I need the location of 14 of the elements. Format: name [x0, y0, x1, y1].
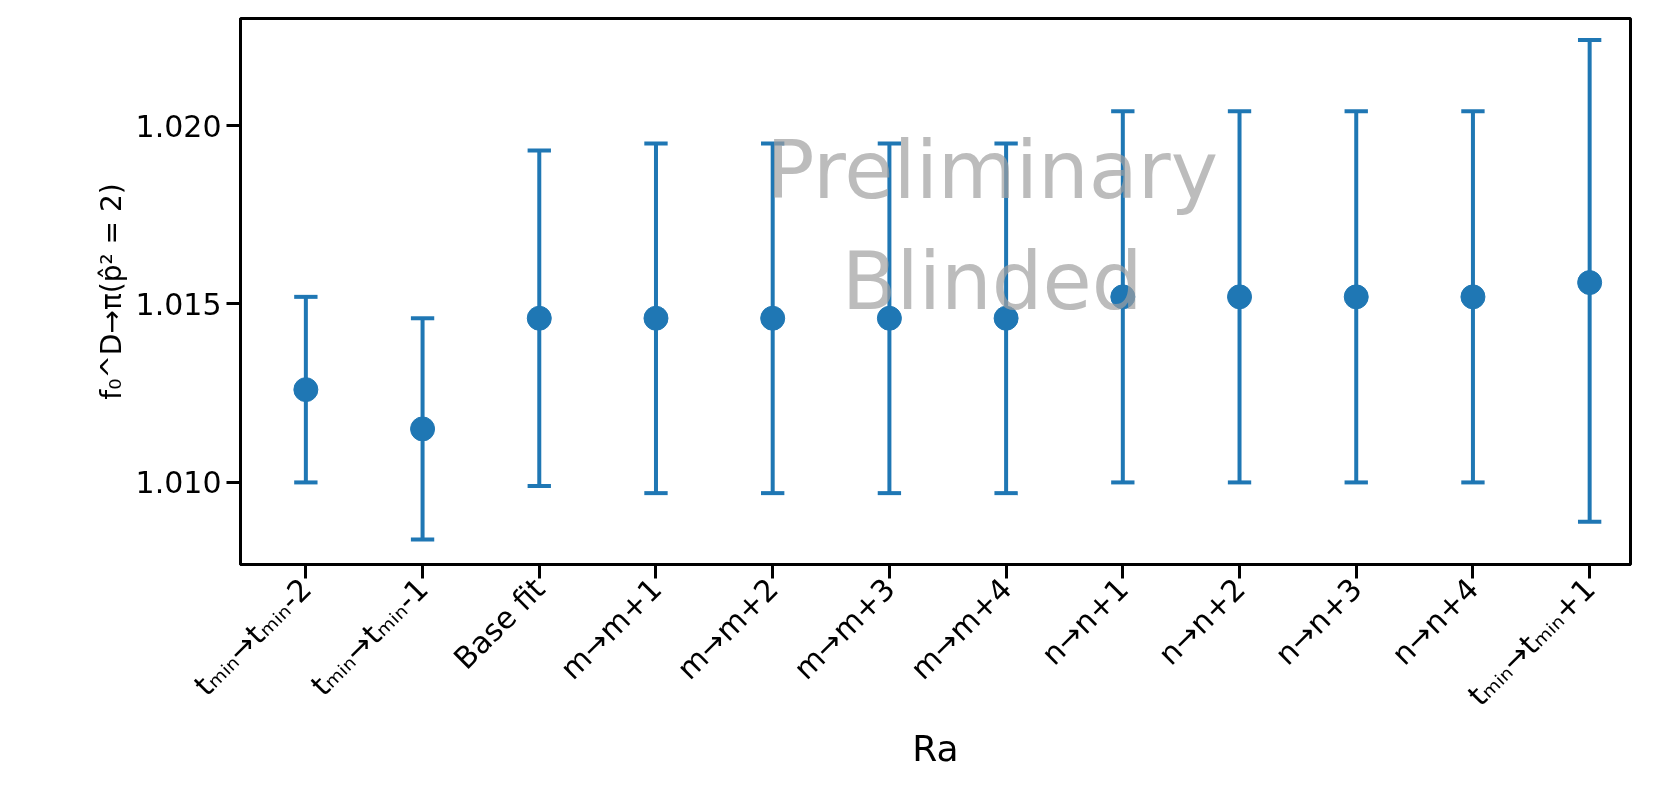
y-tick-label: 1.010 [135, 465, 222, 501]
point [1460, 284, 1486, 310]
point [526, 305, 552, 331]
point [1343, 284, 1369, 310]
point [1227, 284, 1253, 310]
x-axis-title: Ra [912, 727, 959, 769]
point [643, 305, 669, 331]
y-axis-title: f₀^D→π(p̂² = 2) [94, 183, 128, 400]
point [1577, 270, 1603, 296]
y-tick-label: 1.015 [135, 286, 222, 322]
y-tick-label: 1.020 [135, 108, 222, 144]
point [410, 416, 436, 442]
point [760, 305, 786, 331]
point [293, 377, 319, 403]
